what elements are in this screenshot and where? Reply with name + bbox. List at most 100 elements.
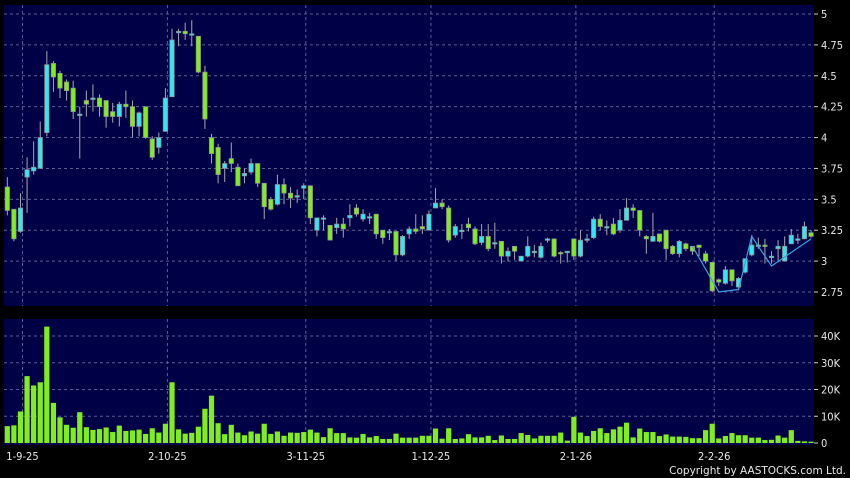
candle-body — [472, 228, 478, 245]
volume-panel — [4, 319, 814, 445]
price-tick-label: 3.25 — [821, 224, 843, 237]
volume-bar — [465, 434, 472, 443]
candle — [11, 208, 17, 242]
y-axis-labels: 5 4.75 4.5 4.25 4 3.75 3.5 3.25 3 2.75 40K 30K 20K 10… — [814, 8, 843, 450]
candle-body — [788, 234, 794, 245]
candle-body — [597, 218, 603, 227]
x-axis-labels: 1-9-25 2-10-25 3-11-25 1-12-25 2-1-26 2-2-26 — [6, 450, 730, 463]
candle — [110, 102, 116, 123]
volume-bar — [735, 435, 742, 443]
candle — [400, 235, 406, 257]
volume-bar — [808, 441, 814, 443]
candle — [808, 230, 814, 238]
candle — [610, 217, 616, 236]
price-tick-label: 3 — [821, 255, 827, 268]
candle — [571, 238, 577, 260]
candle — [426, 210, 432, 231]
volume-tick-label: 10K — [821, 410, 841, 423]
candle-body — [716, 279, 722, 283]
candle-body — [90, 97, 96, 100]
date-tick-label: 1-12-25 — [412, 450, 451, 463]
candle-body — [703, 253, 709, 262]
candle-body — [360, 213, 366, 220]
volume-bar — [663, 434, 669, 443]
candle — [531, 245, 537, 258]
candle-body — [683, 243, 689, 250]
candle — [624, 198, 630, 221]
candle-body — [617, 219, 623, 231]
candle — [195, 35, 201, 74]
volume-bar — [136, 429, 142, 443]
volume-bar — [623, 422, 630, 443]
candle — [44, 51, 50, 137]
candle-body — [274, 184, 280, 205]
price-tick-label: 3.75 — [821, 162, 843, 175]
volume-bar — [709, 423, 715, 443]
candle — [386, 228, 392, 241]
candle — [525, 236, 531, 258]
candle — [182, 22, 188, 40]
candle — [235, 163, 241, 187]
volume-bar — [17, 411, 24, 443]
candle-body — [320, 217, 327, 220]
candle-body — [413, 228, 419, 232]
candle-body — [768, 255, 775, 259]
candle-body — [650, 236, 656, 242]
candle — [176, 28, 182, 47]
candle — [294, 189, 300, 204]
volume-bar — [208, 395, 215, 443]
candle-body — [426, 213, 432, 231]
candle-body — [136, 112, 142, 127]
volume-bar — [222, 434, 228, 443]
volume-bar — [334, 433, 340, 443]
candle — [696, 244, 702, 257]
candle-body — [538, 245, 544, 258]
candle — [129, 100, 136, 138]
candle — [729, 269, 735, 286]
candle-body — [518, 255, 524, 262]
candle — [716, 278, 722, 286]
candle-body — [591, 218, 597, 238]
volume-bar — [762, 440, 768, 443]
volume-bar — [551, 435, 557, 443]
candle-body — [432, 202, 439, 209]
candle — [406, 226, 412, 239]
candle-body — [261, 182, 267, 208]
candle-body — [663, 229, 669, 250]
candle — [544, 237, 551, 243]
volume-bar — [426, 435, 432, 443]
candle — [156, 132, 162, 154]
candle-body — [96, 97, 103, 108]
candle — [795, 233, 801, 244]
volume-bar — [50, 402, 57, 443]
overlay-line — [691, 234, 812, 293]
candle-body — [380, 229, 386, 238]
candle-body — [775, 245, 781, 250]
candle — [103, 100, 109, 128]
price-tick-label: 4.5 — [821, 70, 837, 83]
candle-body — [129, 106, 136, 127]
candle — [169, 28, 175, 98]
candle-body — [584, 238, 590, 241]
candle — [446, 205, 452, 243]
volume-bar — [525, 434, 531, 443]
candle-body — [70, 87, 76, 112]
volume-bar — [650, 432, 656, 443]
volume-bar — [472, 437, 478, 443]
candle-body — [670, 245, 676, 255]
candle-body — [696, 244, 702, 248]
volume-bar — [353, 437, 360, 443]
candle-body — [373, 213, 379, 235]
gridlines — [4, 5, 814, 445]
volume-bar — [479, 437, 485, 443]
volume-bar — [637, 428, 643, 443]
volume-bar — [775, 435, 781, 443]
candle-body — [577, 239, 584, 257]
volume-bar — [742, 435, 748, 443]
volume-bar — [498, 435, 504, 443]
candle-body — [24, 169, 30, 178]
candle-body — [83, 100, 89, 105]
candle — [558, 251, 564, 264]
candle — [597, 214, 603, 231]
price-tick-label: 5 — [821, 8, 827, 21]
